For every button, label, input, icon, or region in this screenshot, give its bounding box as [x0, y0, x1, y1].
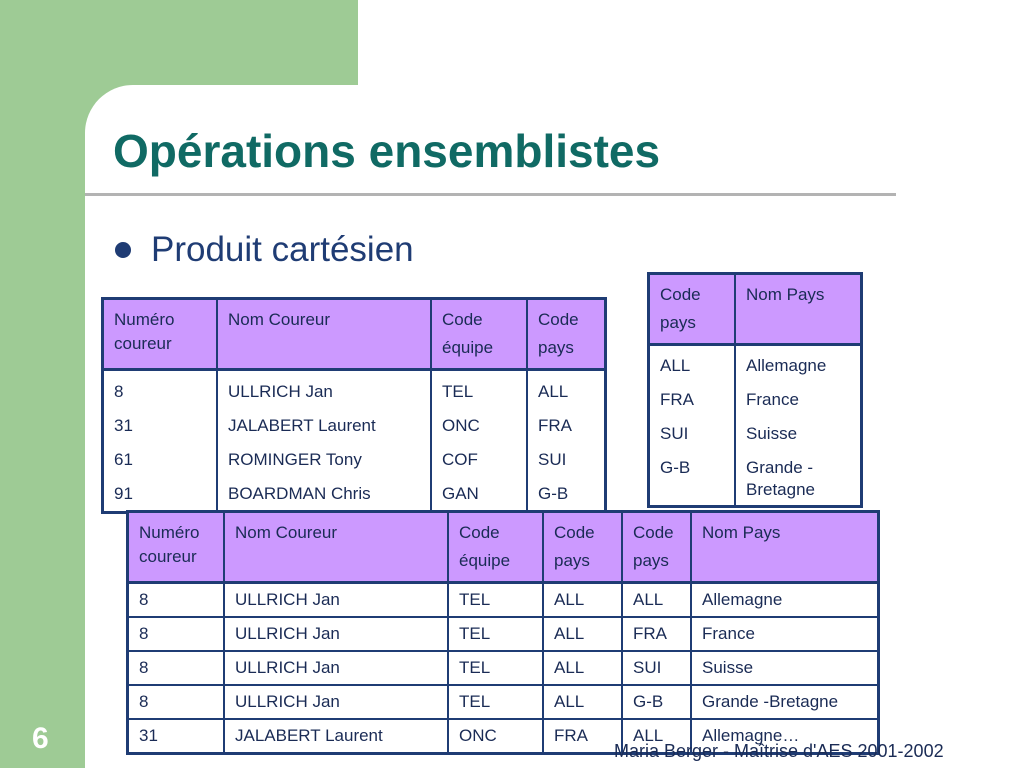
column-header: Code pays — [542, 511, 622, 584]
table-cell: 8 — [114, 382, 124, 401]
slide-title: Opérations ensemblistes — [113, 125, 661, 177]
slide-number: 6 — [32, 722, 49, 755]
table-cell: JALABERT Laurent — [223, 719, 448, 754]
table-header-row: Numéro coureur Nom Coureur Code équipe C… — [127, 511, 879, 584]
table-cell: ULLRICH Jan — [216, 369, 431, 409]
table-row: 31 JALABERT Laurent ONC FRA ALL Allemagn… — [128, 719, 879, 754]
table-header-row: Code pays Nom Pays — [648, 273, 862, 346]
table-row: 8 ULLRICH Jan TEL ALL — [103, 369, 606, 409]
table-row: SUI Suisse — [649, 417, 862, 451]
top-white-band — [358, 0, 1024, 85]
table-cell: G-B — [526, 477, 606, 513]
table-cell: SUI — [660, 424, 689, 443]
table-row: 61 ROMINGER Tony COF SUI — [103, 443, 606, 477]
table-cell: ALL — [621, 582, 691, 618]
table-cell: BOARDMAN Chris — [216, 477, 431, 513]
table-cell: 31 — [114, 416, 133, 435]
title-divider — [85, 193, 896, 196]
table-cell: COF — [430, 443, 527, 477]
table-cell: G-B — [660, 458, 691, 477]
column-header: Numéro coureur — [127, 511, 224, 584]
table-cell: FRA — [542, 719, 622, 754]
table-cell: Grande -Bretagne — [690, 685, 879, 720]
table-cell: Allemagne — [690, 582, 879, 618]
column-header: Code équipe — [447, 511, 543, 584]
table-cell: France — [690, 617, 879, 652]
table-cell: ALL — [660, 356, 691, 375]
table-cell: ALL — [542, 685, 622, 720]
table-row: 8 ULLRICH Jan TEL ALL FRA France — [127, 617, 879, 652]
column-header: Code équipe — [430, 298, 527, 371]
column-header: Code pays — [621, 511, 691, 584]
table-cell: 8 — [127, 582, 224, 618]
table-row: FRA France — [649, 383, 862, 417]
table-cell: GAN — [430, 477, 527, 513]
table-cell: ALL — [526, 369, 606, 409]
table-cell: FRA — [526, 409, 606, 443]
column-header: Code pays — [526, 298, 606, 371]
table-cell: ALL — [542, 582, 622, 618]
table-cell: ALL — [542, 617, 622, 652]
slide-footer: Maria Berger - Maîtrise d'AES 2001-2002 — [614, 741, 944, 761]
table-cell: Grande - Bretagne — [734, 451, 862, 507]
table-row: 8 ULLRICH Jan TEL ALL ALL Allemagne — [127, 582, 879, 618]
column-header: Numéro coureur — [102, 298, 217, 371]
table-cell: ULLRICH Jan — [223, 582, 448, 618]
table-row: 31 JALABERT Laurent ONC FRA — [103, 409, 606, 443]
pays-table: Code pays Nom Pays ALL Allemagne FRA Fra… — [647, 272, 863, 508]
table-cell: Allemagne — [734, 344, 862, 383]
table-cell: TEL — [430, 369, 527, 409]
table-cell: SUI — [526, 443, 606, 477]
table-cell: 8 — [127, 651, 224, 686]
table-cell: ONC — [447, 719, 543, 754]
column-header: Nom Coureur — [216, 298, 431, 371]
table-cell: 31 — [139, 726, 158, 745]
table-cell: France — [734, 383, 862, 417]
column-header: Nom Pays — [734, 273, 862, 346]
table-cell: ONC — [430, 409, 527, 443]
table-cell: ROMINGER Tony — [216, 443, 431, 477]
table-cell: TEL — [447, 651, 543, 686]
table-cell: ULLRICH Jan — [223, 617, 448, 652]
produit-cartesien-table: Numéro coureur Nom Coureur Code équipe C… — [126, 510, 880, 755]
table-row: 91 BOARDMAN Chris GAN G-B — [103, 477, 606, 513]
table-cell: G-B — [621, 685, 691, 720]
table-cell: TEL — [447, 582, 543, 618]
table-cell: ULLRICH Jan — [223, 651, 448, 686]
table-cell: 91 — [114, 484, 133, 503]
table-cell: SUI — [621, 651, 691, 686]
column-header: Nom Pays — [690, 511, 879, 584]
table-cell: FRA — [660, 390, 694, 409]
table-header-row: Numéro coureur Nom Coureur Code équipe C… — [102, 298, 606, 371]
table-cell: ALL — [542, 651, 622, 686]
column-header: Code pays — [648, 273, 735, 346]
table-cell: 61 — [114, 450, 133, 469]
table-row: G-B Grande - Bretagne — [649, 451, 862, 507]
table-cell: 8 — [127, 685, 224, 720]
table-cell: ALL — [621, 719, 691, 754]
table-row: 8 ULLRICH Jan TEL ALL G-B Grande -Bretag… — [127, 685, 879, 720]
table-cell: JALABERT Laurent — [216, 409, 431, 443]
table-cell: Suisse — [690, 651, 879, 686]
table-cell: 8 — [127, 617, 224, 652]
table-cell: Suisse — [734, 417, 862, 451]
table-row: ALL Allemagne — [649, 344, 862, 383]
bullet-text: Produit cartésien — [151, 230, 414, 269]
table-row: 8 ULLRICH Jan TEL ALL SUI Suisse — [127, 651, 879, 686]
column-header: Nom Coureur — [223, 511, 448, 584]
bullet-item: Produit cartésien — [115, 230, 414, 270]
table-cell: TEL — [447, 685, 543, 720]
bullet-dot-icon — [115, 242, 131, 258]
coureurs-table: Numéro coureur Nom Coureur Code équipe C… — [101, 297, 607, 514]
table-cell: TEL — [447, 617, 543, 652]
table-cell: ULLRICH Jan — [223, 685, 448, 720]
table-cell: FRA — [621, 617, 691, 652]
table-cell: Allemagne… — [690, 719, 879, 754]
